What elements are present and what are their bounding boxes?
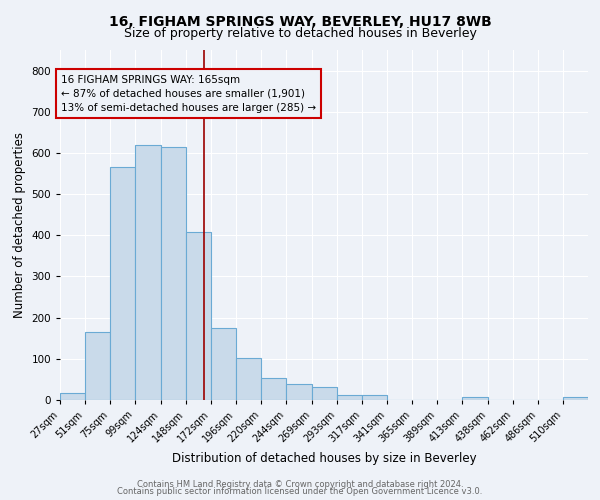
Bar [286,384,312,400]
Text: 16 FIGHAM SPRINGS WAY: 165sqm
← 87% of detached houses are smaller (1,901)
13% o: 16 FIGHAM SPRINGS WAY: 165sqm ← 87% of d… [61,74,316,112]
Text: Contains HM Land Registry data © Crown copyright and database right 2024.: Contains HM Land Registry data © Crown c… [137,480,463,489]
Bar [312,387,337,400]
Bar [337,394,362,400]
Bar [135,144,161,400]
Text: Size of property relative to detached houses in Beverley: Size of property relative to detached ho… [124,28,476,40]
Bar [362,395,387,400]
Bar [261,378,286,400]
Bar [462,396,488,400]
Bar [211,328,236,400]
Bar [60,392,85,400]
Bar [186,232,211,400]
Bar [161,147,186,400]
Bar [236,358,261,400]
Text: Contains public sector information licensed under the Open Government Licence v3: Contains public sector information licen… [118,487,482,496]
Bar [110,168,135,400]
Text: 16, FIGHAM SPRINGS WAY, BEVERLEY, HU17 8WB: 16, FIGHAM SPRINGS WAY, BEVERLEY, HU17 8… [109,15,491,29]
X-axis label: Distribution of detached houses by size in Beverley: Distribution of detached houses by size … [172,452,476,466]
Y-axis label: Number of detached properties: Number of detached properties [13,132,26,318]
Bar [563,397,588,400]
Bar [85,332,110,400]
